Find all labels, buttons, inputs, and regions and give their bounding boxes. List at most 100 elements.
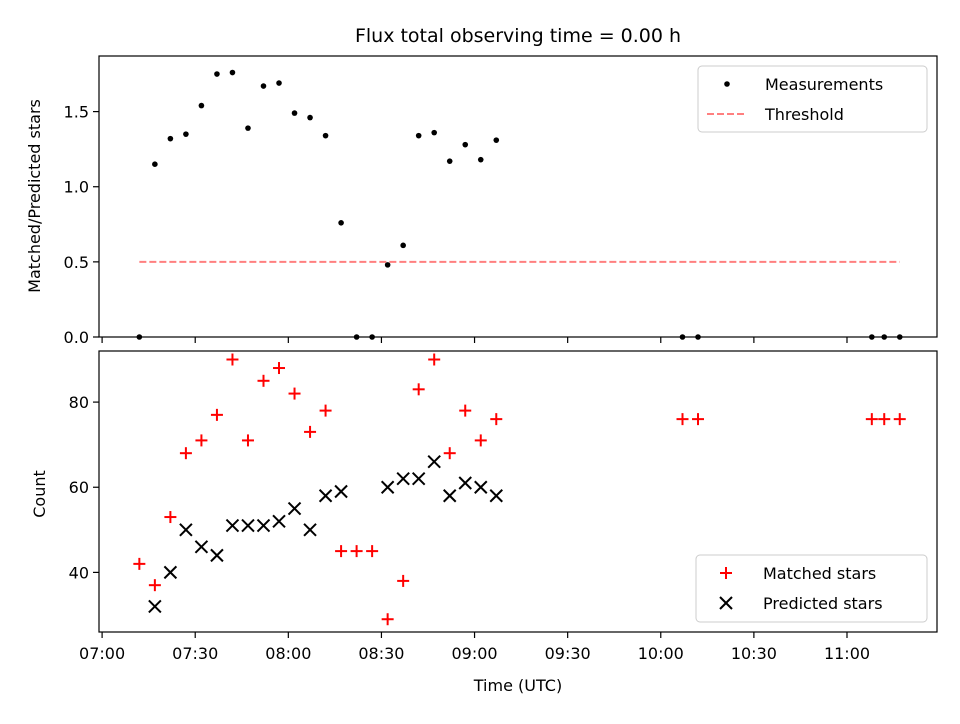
top-y-axis-label: Matched/Predicted stars — [25, 99, 44, 293]
predicted-star-point — [241, 518, 255, 533]
measurement-point — [415, 132, 422, 139]
measurement-point — [229, 69, 236, 76]
legend-predicted-marker — [719, 596, 733, 610]
matched-star-point — [319, 404, 332, 417]
measurement-point — [152, 161, 158, 167]
measurement-point — [353, 334, 360, 340]
measurement-point — [276, 80, 282, 86]
top-series — [136, 69, 903, 340]
matched-star-point — [676, 413, 689, 426]
matched-star-point — [133, 557, 146, 570]
measurement-point — [896, 334, 903, 340]
legend-measurements-label: Measurements — [765, 75, 883, 94]
matched-star-point — [350, 545, 363, 558]
measurement-point — [400, 242, 406, 249]
matched-star-point — [304, 425, 317, 438]
chart-title: Flux total observing time = 0.00 h — [355, 25, 681, 47]
predicted-star-point — [148, 599, 162, 614]
x-tick-label: 08:00 — [265, 644, 311, 663]
bottom-y-tick-label: 60 — [69, 478, 89, 497]
matched-star-point — [397, 574, 410, 587]
bottom-y-axis-label: Count — [30, 470, 49, 518]
top-x-ticks — [101, 337, 848, 343]
predicted-star-point — [210, 548, 224, 563]
legend-measurements-marker — [724, 81, 730, 87]
matched-star-point — [226, 353, 239, 366]
matched-star-point — [865, 413, 878, 426]
top-y-tick-label: 1.0 — [64, 178, 89, 197]
predicted-star-point — [396, 472, 410, 486]
predicted-star-point — [225, 518, 240, 533]
predicted-star-point — [443, 489, 457, 503]
matched-star-point — [474, 434, 487, 447]
matched-star-point — [273, 362, 286, 375]
top-legend: Measurements Threshold — [697, 65, 928, 133]
x-tick-label: 10:30 — [731, 644, 777, 663]
x-tick-label: 07:30 — [172, 644, 218, 663]
bottom-legend-frame — [695, 554, 928, 623]
bottom-series — [133, 353, 906, 626]
bottom-y-ticks: 40 60 80 — [69, 393, 99, 582]
bottom-legend: Matched stars Predicted stars — [695, 554, 928, 623]
measurement-point — [198, 102, 205, 109]
x-tick-label: 07:00 — [79, 644, 125, 663]
measurement-point — [431, 129, 438, 136]
legend-threshold-label: Threshold — [764, 105, 844, 124]
matched-star-point — [335, 545, 348, 558]
predicted-star-point — [380, 480, 395, 494]
matched-star-point — [148, 579, 161, 592]
x-axis-label: Time (UTC) — [473, 676, 562, 695]
measurement-point — [338, 219, 344, 226]
predicted-star-point — [334, 484, 348, 499]
matched-star-point — [490, 413, 503, 426]
matched-star-point — [692, 413, 705, 426]
x-tick-label: 11:00 — [824, 644, 870, 663]
matched-star-point — [878, 413, 891, 426]
predicted-star-point — [179, 523, 193, 537]
predicted-star-point — [163, 565, 178, 580]
measurement-point — [679, 334, 686, 340]
matched-star-point — [164, 511, 177, 524]
predicted-star-point — [272, 514, 286, 529]
matched-star-point — [459, 404, 472, 417]
bottom-x-ticks: 07:00 07:30 08:00 08:30 09:00 09:30 10:00 10:30… — [79, 632, 870, 663]
top-y-tick-label: 0.5 — [64, 253, 89, 272]
x-tick-label: 09:00 — [451, 644, 497, 663]
top-legend-frame — [697, 65, 928, 133]
measurement-point — [260, 83, 267, 89]
top-y-ticks: 0.0 0.5 1.0 1.5 — [64, 103, 99, 347]
bottom-plot-area — [98, 350, 938, 633]
matched-star-point — [179, 447, 192, 460]
measurement-point — [881, 334, 888, 340]
x-tick-label: 08:30 — [358, 644, 404, 663]
measurement-point — [322, 132, 329, 139]
measurement-point — [695, 334, 701, 340]
top-plot-area — [98, 55, 938, 338]
legend-matched-marker — [720, 567, 732, 579]
matched-star-point — [412, 383, 425, 396]
measurement-point — [167, 135, 174, 142]
measurement-point — [136, 334, 143, 340]
matched-star-point — [210, 408, 223, 421]
x-tick-label: 10:00 — [638, 644, 684, 663]
matched-star-point — [195, 434, 208, 447]
predicted-star-point — [287, 501, 302, 516]
predicted-star-point — [303, 523, 317, 537]
predicted-star-point — [474, 480, 488, 494]
top-y-tick-label: 1.5 — [64, 103, 89, 122]
legend-predicted-label: Predicted stars — [763, 594, 883, 613]
measurement-point — [307, 114, 313, 121]
legend-matched-label: Matched stars — [763, 564, 876, 583]
measurement-point — [462, 141, 469, 148]
top-panel: 0.0 0.5 1.0 1.5 Matched/Predicted stars Mea… — [25, 55, 938, 347]
matched-star-point — [428, 353, 441, 366]
matched-star-point — [443, 447, 456, 460]
measurement-point — [369, 334, 375, 340]
matched-star-point — [241, 434, 254, 447]
predicted-star-point — [411, 472, 426, 486]
matched-star-point — [366, 545, 379, 558]
top-y-tick-label: 0.0 — [64, 328, 89, 347]
matched-star-point — [257, 374, 270, 387]
bottom-panel: 40 60 80 07:00 07:30 08:00 08:30 09:00 09:30 10:… — [30, 350, 938, 695]
matched-star-point — [381, 613, 394, 626]
